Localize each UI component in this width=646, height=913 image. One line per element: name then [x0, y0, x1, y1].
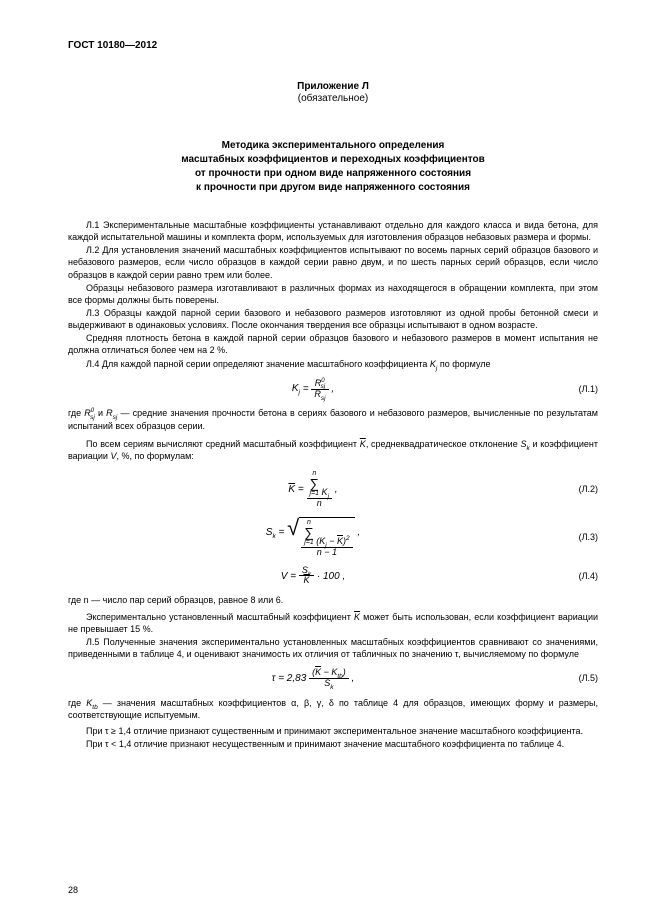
equation-body: τ = 2,83 (K − Ktb)Sk ,	[68, 668, 558, 689]
paragraph: Л.1 Экспериментальные масштабные коэффиц…	[68, 219, 598, 243]
text-run: , среднеквадратическое отклонение	[366, 439, 521, 449]
paragraph: Л.4 Для каждой парной серии определяют з…	[68, 358, 598, 370]
equation: Kj = R0sjRsj , (Л.1)	[68, 378, 598, 400]
equation: K = n∑j=1 Kj n , (Л.2)	[68, 470, 598, 509]
equation: V = SkK · 100 , (Л.4)	[68, 566, 598, 587]
text-run: — значения масштабных коэффициентов α, β…	[68, 698, 598, 720]
equation-number: (Л.5)	[558, 673, 598, 683]
equation-body: Kj = R0sjRsj ,	[68, 378, 558, 400]
symbol: R0sj	[84, 408, 95, 418]
paragraph: Экспериментально установленный масштабны…	[68, 611, 598, 635]
appendix-label: Приложение Л	[68, 81, 598, 92]
doc-title: Методика экспериментального определения …	[68, 139, 598, 195]
equation: τ = 2,83 (K − Ktb)Sk , (Л.5)	[68, 668, 598, 689]
paragraph: При τ ≥ 1,4 отличие признают существенны…	[68, 725, 598, 737]
symbol: Rsj	[106, 408, 117, 418]
title-line: к прочности при другом виде напряженного…	[196, 182, 470, 193]
paragraph: Л.5 Полученные значения экспериментально…	[68, 636, 598, 660]
text-run: где	[68, 408, 84, 418]
equation-number: (Л.1)	[558, 384, 598, 394]
equation-body: V = SkK · 100 ,	[68, 566, 558, 587]
title-line: от прочности при одном виде напряженного…	[195, 168, 471, 179]
equation-number: (Л.2)	[558, 484, 598, 494]
equation-number: (Л.4)	[558, 571, 598, 581]
page: ГОСТ 10180—2012 Приложение Л (обязательн…	[0, 0, 646, 913]
paragraph: Образцы небазового размера изготавливают…	[68, 282, 598, 306]
text-run: Л.4 Для каждой парной серии определяют з…	[86, 359, 430, 369]
where-clause: где n — число пар серий образцов, равное…	[68, 594, 598, 606]
appendix-sublabel: (обязательное)	[68, 93, 598, 104]
where-clause: где R0sj и Rsj — средние значения прочно…	[68, 407, 598, 431]
symbol: Ktb	[86, 698, 97, 708]
paragraph: Л.2 Для установления значений масштабных…	[68, 244, 598, 280]
equation-number: (Л.3)	[558, 532, 598, 542]
page-number: 28	[68, 885, 78, 895]
doc-header: ГОСТ 10180—2012	[68, 40, 598, 51]
title-line: Методика экспериментального определения	[222, 140, 445, 151]
paragraph: Средняя плотность бетона в каждой парной…	[68, 332, 598, 356]
paragraph: По всем сериям вычисляют средний масштаб…	[68, 438, 598, 462]
text-run: где	[68, 698, 86, 708]
title-line: масштабных коэффициентов и переходных ко…	[181, 154, 485, 165]
text-run: По всем сериям вычисляют средний масштаб…	[86, 439, 360, 449]
equation-body: Sk = √ n∑j=1 (Kj − K)2 n − 1 ,	[68, 517, 558, 558]
equation-body: K = n∑j=1 Kj n ,	[68, 470, 558, 509]
paragraph: Л.3 Образцы каждой парной серии базового…	[68, 307, 598, 331]
paragraph: При τ < 1,4 отличие признают несуществен…	[68, 738, 598, 750]
text-run: по формуле	[437, 359, 490, 369]
where-clause: где Ktb — значения масштабных коэффициен…	[68, 697, 598, 721]
symbol: Sk	[520, 439, 529, 449]
text-run: — средние значения прочности бетона в се…	[68, 408, 598, 430]
equation: Sk = √ n∑j=1 (Kj − K)2 n − 1 , (Л.3)	[68, 517, 598, 558]
text-run: Экспериментально установленный масштабны…	[86, 612, 354, 622]
text-run: , %, по формулам:	[116, 451, 193, 461]
